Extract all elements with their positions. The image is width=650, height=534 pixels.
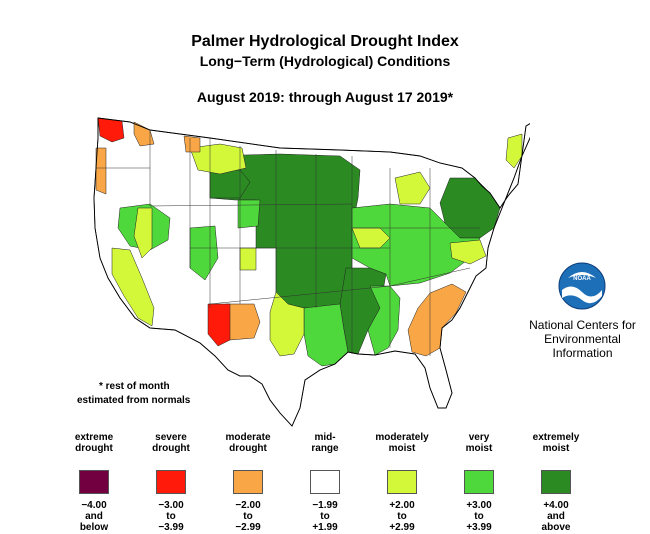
legend-label: mid-range [285,432,365,462]
legend-range: +3.00 to +3.99 [439,500,519,533]
legend-label-line: moist [465,443,493,454]
legend-label-line: range [311,443,339,454]
noaa-logo-icon: NOAA [558,262,606,310]
region-very-moist-south [303,303,349,367]
legend-label-line: drought [152,443,190,454]
legend-range-line: −1.99 [312,500,338,511]
legend-item: very moist +3.00 to +3.99 [439,432,519,533]
legend-range-line: and [85,511,103,522]
legend-range-line: −2.00 [235,500,261,511]
region-moderately-moist-va [449,239,487,265]
legend-label-line: moderate [225,432,271,443]
legend-range-line: below [79,522,109,533]
legend-label: extremely moist [516,432,596,462]
legend-item: extremely moist +4.00 and above [516,432,596,533]
legend-label-line: extreme [74,432,114,443]
legend-range-line: to [166,511,176,522]
legend-range-line: to [320,511,330,522]
legend-label-line: extremely [532,432,580,443]
legend-item: moderate drought −2.00 to −2.99 [208,432,288,533]
legend-label: moderate drought [208,432,288,462]
legend-swatch [464,470,494,494]
ncei-line: National Centers for [529,318,636,332]
region-very-moist-east [351,203,481,287]
region-moderate-drought-az [225,303,261,341]
legend-range-line: to [397,511,407,522]
legend-label: severe drought [131,432,211,462]
map-title: Palmer Hydrological Drought Index [191,33,459,50]
legend-swatch [156,470,186,494]
noaa-logo-text: NOAA [573,276,591,282]
region-severe-drought-nm [207,303,231,347]
legend-range: −2.00 to −2.99 [208,500,288,533]
map-subtitle: Long−Term (Hydrological) Conditions [199,53,451,69]
legend-range-line: and [547,511,565,522]
footnote-line1: * rest of month [99,381,170,392]
legend-label-line: drought [75,443,113,454]
legend-range-line: +3.99 [466,522,492,533]
legend-range-line: +2.00 [389,500,415,511]
region-extremely-moist-northeast [439,177,501,239]
legend-label-line: mid- [314,432,336,443]
footnote-line2: estimated from normals [77,395,191,406]
legend-label-line: moist [542,443,570,454]
legend-range-line: +2.99 [389,522,415,533]
legend-label-line: drought [229,443,267,454]
legend-item: severe drought −3.00 to −3.99 [131,432,211,533]
legend-range: −3.00 to −3.99 [131,500,211,533]
region-moderately-moist-nv [133,207,153,259]
legend-range-line: −3.00 [158,500,184,511]
footnote: * rest of month estimated from normals [77,380,190,408]
ncei-label: National Centers for Environmental Infor… [520,318,645,360]
legend-label-line: very [468,432,490,443]
region-very-moist-wy [237,199,261,229]
state-borders [96,130,480,356]
ncei-line: Information [552,346,613,360]
legend-label: moderately moist [362,432,442,462]
legend-item: moderately moist +2.00 to +2.99 [362,432,442,533]
legend-range-line: −2.99 [235,522,261,533]
map-period: August 2019: through August 17 2019* [196,89,454,105]
legend-swatch [233,470,263,494]
legend-range-line: above [541,522,571,533]
us-outline-stroke [93,117,530,427]
region-moderately-moist-tx [269,291,305,357]
legend-range-line: +4.00 [543,500,569,511]
legend-range-line: to [243,511,253,522]
legend-swatch [387,470,417,494]
us-drought-map [93,117,530,427]
region-very-moist-gulf [367,285,401,356]
legend-range: +2.00 to +2.99 [362,500,442,533]
legend-range: −4.00 and below [54,500,134,533]
legend-range-line: −4.00 [81,500,107,511]
legend-swatch [541,470,571,494]
region-moderate-drought-id [183,135,201,153]
legend-range-line: −3.99 [158,522,184,533]
legend-label: extreme drought [54,432,134,462]
legend-label-line: moderately [375,432,429,443]
region-moderately-moist-ca [111,247,155,327]
region-moderate-drought-or [95,147,107,195]
legend-label-line: severe [155,432,187,443]
region-moderately-moist-nw [189,143,247,175]
legend-range-line: +3.00 [466,500,492,511]
legend-range: +4.00 and above [516,500,596,533]
legend-item: mid-range −1.99 to +1.99 [285,432,365,533]
legend-range-line: +1.99 [312,522,338,533]
legend-label-line: moist [388,443,416,454]
legend-range-line: to [474,511,484,522]
legend-swatch [310,470,340,494]
legend-range: −1.99 to +1.99 [285,500,365,533]
region-moderately-moist-co [239,247,257,271]
legend-label: very moist [439,432,519,462]
ncei-line: Environmental [544,332,621,346]
region-moderately-moist-gl [394,171,431,205]
legend-swatch [79,470,109,494]
region-moderately-moist-ne [505,133,523,169]
legend-item: extreme drought −4.00 and below [54,432,134,533]
